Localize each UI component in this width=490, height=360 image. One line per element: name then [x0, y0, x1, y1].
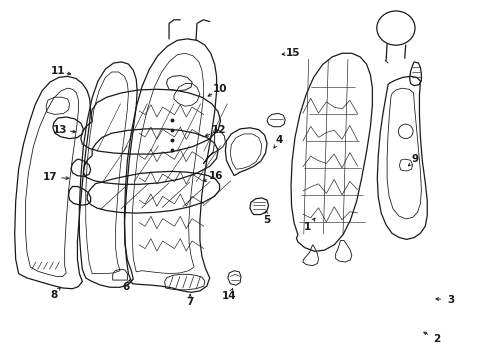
Text: 14: 14 [222, 291, 237, 301]
Text: 8: 8 [50, 290, 57, 300]
Text: 15: 15 [286, 48, 300, 58]
Text: 13: 13 [52, 125, 67, 135]
Text: 4: 4 [275, 135, 283, 145]
Text: 17: 17 [43, 172, 57, 182]
Text: 6: 6 [123, 282, 130, 292]
Text: 5: 5 [264, 215, 270, 225]
Text: 2: 2 [434, 334, 441, 344]
Text: 1: 1 [304, 222, 311, 232]
Text: 3: 3 [447, 294, 454, 305]
Text: 11: 11 [50, 66, 65, 76]
Text: 7: 7 [186, 297, 194, 307]
Text: 10: 10 [213, 84, 228, 94]
Text: 16: 16 [208, 171, 223, 181]
Text: 9: 9 [412, 154, 419, 164]
Text: 12: 12 [212, 125, 227, 135]
